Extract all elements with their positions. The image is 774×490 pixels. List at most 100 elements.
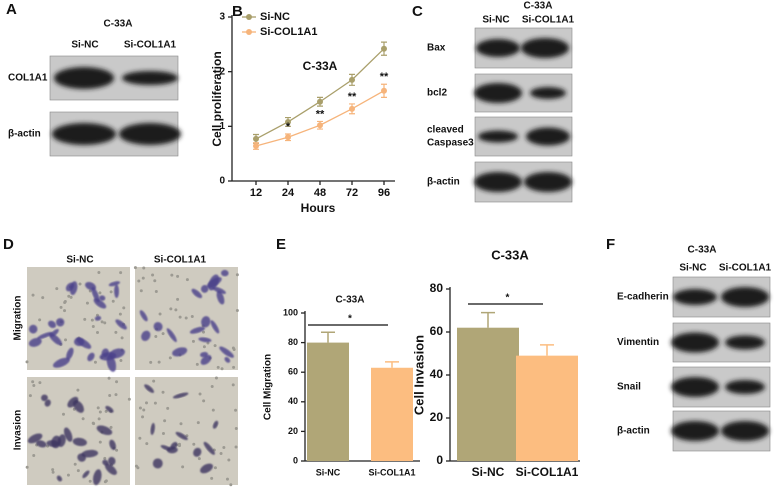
x-tick-label: 48 — [314, 187, 326, 199]
cell — [203, 441, 215, 455]
pore — [231, 346, 235, 350]
cell — [172, 347, 188, 357]
pore — [152, 379, 156, 383]
cell — [191, 288, 203, 299]
y-tick-label: 3 — [219, 12, 225, 23]
marker — [285, 134, 291, 141]
pore — [234, 426, 238, 430]
error-bar — [321, 331, 335, 343]
pore — [91, 421, 95, 425]
blot-band — [474, 172, 522, 192]
pore — [231, 383, 235, 387]
blot-band — [526, 127, 570, 146]
blot-band — [122, 71, 178, 85]
cell — [87, 352, 95, 362]
cell — [67, 396, 79, 408]
bar — [516, 355, 578, 461]
pore — [41, 296, 45, 300]
pore — [61, 412, 65, 416]
row-label: COL1A1 — [8, 73, 48, 84]
pore — [185, 278, 189, 282]
y-tick-label: 0 — [293, 455, 298, 465]
pore — [38, 381, 42, 385]
y-axis-label: Cell proliferation — [210, 51, 224, 146]
marker — [253, 135, 259, 142]
pore — [214, 376, 218, 380]
y-tick-label: 60 — [430, 324, 444, 338]
legend-marker — [246, 29, 252, 35]
pore — [100, 320, 104, 324]
cell — [219, 346, 234, 358]
cell — [105, 405, 114, 413]
blot-band — [725, 380, 765, 394]
blot-band — [478, 130, 518, 143]
cell — [166, 328, 177, 343]
pore — [122, 306, 126, 310]
pore — [63, 300, 67, 304]
pore — [157, 360, 161, 364]
blot-band — [671, 332, 719, 353]
panel-letter: B — [232, 3, 243, 20]
pore — [98, 410, 102, 414]
pore — [170, 273, 174, 277]
pore — [98, 440, 102, 444]
pore — [176, 297, 180, 301]
cell — [99, 295, 106, 301]
cell — [105, 463, 117, 475]
blot-band — [119, 123, 181, 145]
row-label: Vimentin — [617, 337, 659, 348]
pore — [103, 321, 107, 325]
pore — [51, 468, 55, 472]
panel-letter: C — [412, 3, 423, 20]
pore — [169, 307, 173, 311]
error-bar — [481, 311, 495, 328]
pore — [25, 465, 29, 469]
cell — [210, 320, 220, 334]
pore — [95, 313, 99, 317]
pore — [178, 315, 182, 319]
pore — [120, 336, 124, 340]
cell — [201, 316, 211, 328]
pore — [88, 479, 92, 483]
pore — [119, 359, 123, 363]
pore — [63, 309, 67, 313]
cell — [57, 434, 66, 447]
cell — [175, 431, 188, 441]
pore — [109, 290, 113, 294]
chart-title: C-33A — [491, 247, 529, 262]
pore — [104, 409, 108, 413]
bar — [457, 327, 519, 461]
pore — [88, 289, 92, 293]
cell — [56, 475, 63, 482]
cell — [92, 469, 102, 486]
pore — [179, 422, 183, 426]
pore — [142, 408, 146, 412]
pore — [141, 276, 145, 280]
pore — [138, 406, 142, 410]
pore — [67, 294, 71, 298]
row-label: E-cadherin — [617, 292, 669, 303]
legend-label: Si-COL1A1 — [260, 26, 317, 38]
cell — [221, 269, 229, 277]
pore — [119, 271, 123, 275]
pore — [51, 470, 55, 474]
row-label: β-actin — [617, 426, 650, 437]
column-label: Si-COL1A1 — [522, 15, 575, 26]
pore — [225, 477, 229, 481]
blot-band — [725, 335, 765, 350]
row-label: β-actin — [427, 177, 460, 188]
column-label: Si-COL1A1 — [124, 40, 177, 51]
row-label: Snail — [617, 382, 641, 393]
cell — [139, 310, 148, 322]
x-axis-label: Hours — [301, 201, 336, 215]
cell — [200, 463, 213, 474]
y-tick-label: 100 — [283, 307, 298, 317]
pore — [32, 384, 36, 388]
pore — [161, 432, 165, 436]
pore — [31, 293, 35, 297]
y-tick-label: 20 — [430, 410, 444, 424]
cell — [99, 352, 117, 361]
blot-band — [671, 421, 719, 441]
cell — [28, 337, 42, 347]
pore — [64, 338, 68, 342]
